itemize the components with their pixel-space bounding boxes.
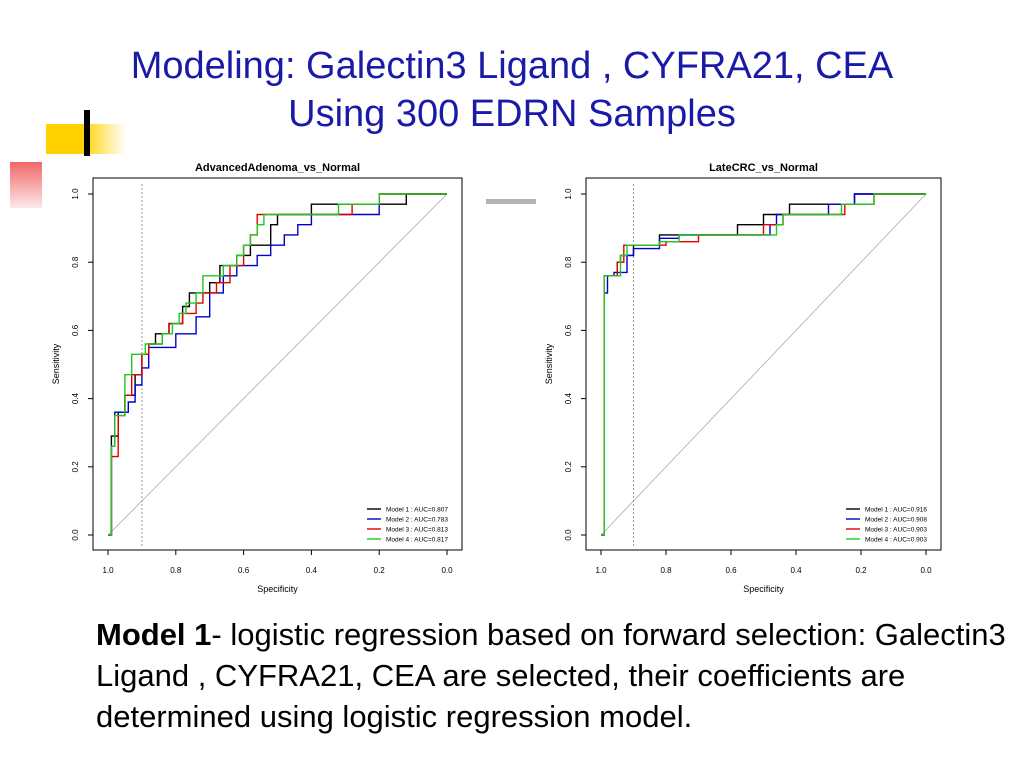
x-tick-label: 0.2 bbox=[374, 566, 386, 575]
x-tick-label: 0.2 bbox=[855, 566, 867, 575]
plot-frame bbox=[92, 177, 463, 551]
slide-caption: Model 1- logistic regression based on fo… bbox=[96, 614, 1006, 737]
x-tick-label: 0.4 bbox=[306, 566, 318, 575]
y-tick-label: 0.0 bbox=[564, 529, 573, 541]
legend-label: Model 2 : AUC=0.783 bbox=[386, 517, 448, 524]
y-tick-label: 0.4 bbox=[564, 392, 573, 404]
y-tick-label: 0.2 bbox=[564, 461, 573, 473]
legend-label: Model 4 : AUC=0.903 bbox=[865, 537, 927, 544]
y-tick-label: 0.0 bbox=[71, 529, 80, 541]
x-axis-label: Specificity bbox=[743, 584, 784, 594]
x-tick-label: 1.0 bbox=[102, 566, 114, 575]
x-tick-label: 0.6 bbox=[238, 566, 250, 575]
legend-label: Model 4 : AUC=0.817 bbox=[386, 537, 448, 544]
roc-curve-model-2 bbox=[108, 193, 447, 536]
y-tick-label: 1.0 bbox=[564, 188, 573, 200]
accent-black-bar bbox=[84, 110, 90, 156]
y-tick-label: 1.0 bbox=[71, 188, 80, 200]
roc-chart-2: LateCRC_vs_Normal 1.0 0.8 0.6 0.4 0.2 0.0 0.0 0.… bbox=[544, 162, 942, 594]
title-line-2: Using 300 EDRN Samples bbox=[288, 93, 736, 135]
x-tick-label: 1.0 bbox=[595, 566, 607, 575]
y-tick-label: 0.2 bbox=[71, 461, 80, 473]
roc-curve-model-4 bbox=[108, 193, 447, 536]
y-tick-label: 0.6 bbox=[564, 324, 573, 336]
roc-curve-model-4 bbox=[601, 193, 926, 536]
x-tick-label: 0.0 bbox=[920, 566, 932, 575]
title-line-1: Modeling: Galectin3 Ligand , CYFRA21, CE… bbox=[130, 45, 894, 87]
chance-diagonal bbox=[600, 193, 927, 536]
divider-gray-bar bbox=[486, 199, 536, 204]
roc-chart-1: AdvancedAdenoma_vs_Normal 1.0 0.8 0.6 0.4 0.2… bbox=[51, 162, 463, 594]
x-axis-label: Specificity bbox=[257, 584, 298, 594]
caption-bold: Model 1 bbox=[96, 617, 212, 652]
roc-curve-model-3 bbox=[601, 193, 926, 536]
x-tick-label: 0.8 bbox=[170, 566, 182, 575]
y-axis-label: Sensitivity bbox=[544, 343, 554, 384]
legend: Model 1 : AUC=0.807 Model 2 : AUC=0.783 Mo… bbox=[367, 507, 448, 544]
caption-text: - logistic regression based on forward s… bbox=[96, 617, 1006, 734]
y-tick-label: 0.8 bbox=[71, 256, 80, 268]
legend-label: Model 1 : AUC=0.807 bbox=[386, 507, 448, 514]
accent-red-block bbox=[10, 162, 42, 208]
x-tick-label: 0.8 bbox=[660, 566, 672, 575]
x-tick-label: 0.4 bbox=[790, 566, 802, 575]
plot-frame bbox=[585, 177, 942, 551]
y-tick-label: 0.6 bbox=[71, 324, 80, 336]
y-tick-label: 0.4 bbox=[71, 392, 80, 404]
legend-label: Model 3 : AUC=0.903 bbox=[865, 527, 927, 534]
y-tick-label: 0.8 bbox=[564, 256, 573, 268]
legend-label: Model 1 : AUC=0.916 bbox=[865, 507, 927, 514]
legend-label: Model 3 : AUC=0.813 bbox=[386, 527, 448, 534]
y-axis-label: Sensitivity bbox=[51, 343, 61, 384]
chart-title: LateCRC_vs_Normal bbox=[709, 162, 818, 174]
x-tick-label: 0.6 bbox=[725, 566, 737, 575]
chart-title: AdvancedAdenoma_vs_Normal bbox=[195, 162, 360, 174]
slide-title: Modeling: Galectin3 Ligand , CYFRA21, CE… bbox=[0, 42, 1024, 138]
x-tick-label: 0.0 bbox=[441, 566, 453, 575]
legend-label: Model 2 : AUC=0.908 bbox=[865, 517, 927, 524]
chance-diagonal bbox=[107, 193, 448, 536]
legend: Model 1 : AUC=0.916 Model 2 : AUC=0.908 Mo… bbox=[846, 507, 927, 544]
